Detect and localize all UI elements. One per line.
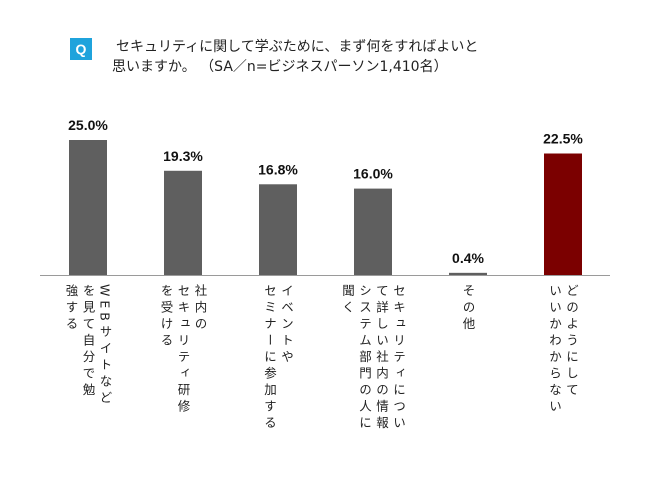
data-label-0: 25.0%: [68, 117, 108, 133]
category-label-3: セキュリティについ て詳しい社内の情報 システム部門の人に 聞く: [340, 284, 406, 433]
category-label-4: その他: [460, 284, 476, 334]
category-label-1: 社内の セキュリティ研修 を受ける: [158, 284, 208, 416]
bar-4: [449, 272, 487, 275]
bar-2: [259, 184, 297, 275]
data-label-2: 16.8%: [258, 161, 298, 177]
bar-1: [164, 170, 202, 275]
question-badge: Q: [70, 38, 92, 60]
bar-0: [69, 140, 107, 275]
bar-5: [544, 153, 582, 275]
data-label-1: 19.3%: [163, 148, 203, 164]
bar-3: [354, 188, 392, 275]
question-text: セキュリティに関して学ぶために、まず何をすればよいと 思いますか。 （SA／n=…: [112, 37, 536, 77]
category-label-2: イベントや セミナーに参加する: [262, 284, 294, 433]
data-label-5: 22.5%: [543, 131, 583, 147]
category-label-5: どのようにして いいかわからない: [547, 284, 579, 416]
category-label-0: WEBサイトなど を見て自分で勉 強する: [63, 284, 113, 408]
data-label-4: 0.4%: [452, 250, 484, 266]
data-label-3: 16.0%: [353, 166, 393, 182]
question-line-1: セキュリティに関して学ぶために、まず何をすればよいと: [116, 39, 479, 55]
question-line-2: 思いますか。 （SA／n=ビジネスパーソン1,410名）: [112, 59, 448, 75]
